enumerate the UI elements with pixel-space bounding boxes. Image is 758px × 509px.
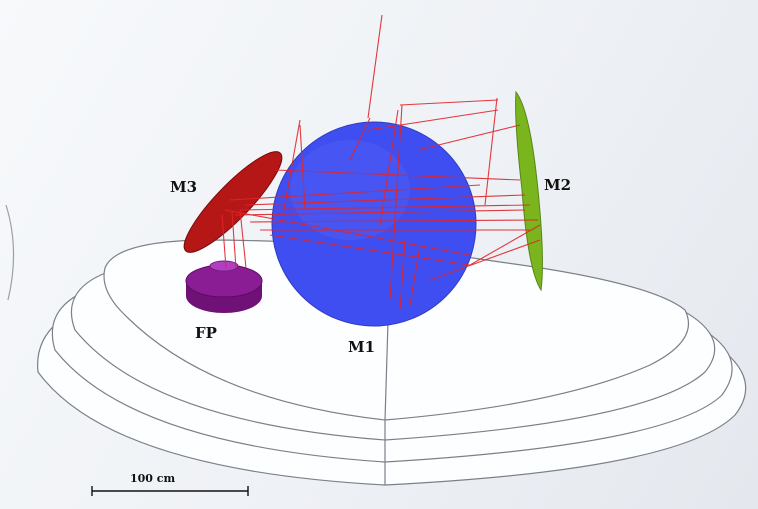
m2-mirror <box>515 90 543 292</box>
m1-label: M1 <box>348 338 376 356</box>
scale-bar-label: 100 cm <box>130 472 176 485</box>
scale-bar <box>91 486 249 496</box>
base-center-seam <box>384 321 389 485</box>
m2-label: M2 <box>544 176 572 194</box>
m3-label: M3 <box>170 178 198 196</box>
background-arc <box>5 204 15 301</box>
fp-label: FP <box>195 324 217 342</box>
fp-focal-plane <box>185 260 263 313</box>
ray-traces <box>221 14 541 311</box>
m1-mirror <box>271 121 477 327</box>
m1-mirror-highlight <box>290 140 410 240</box>
